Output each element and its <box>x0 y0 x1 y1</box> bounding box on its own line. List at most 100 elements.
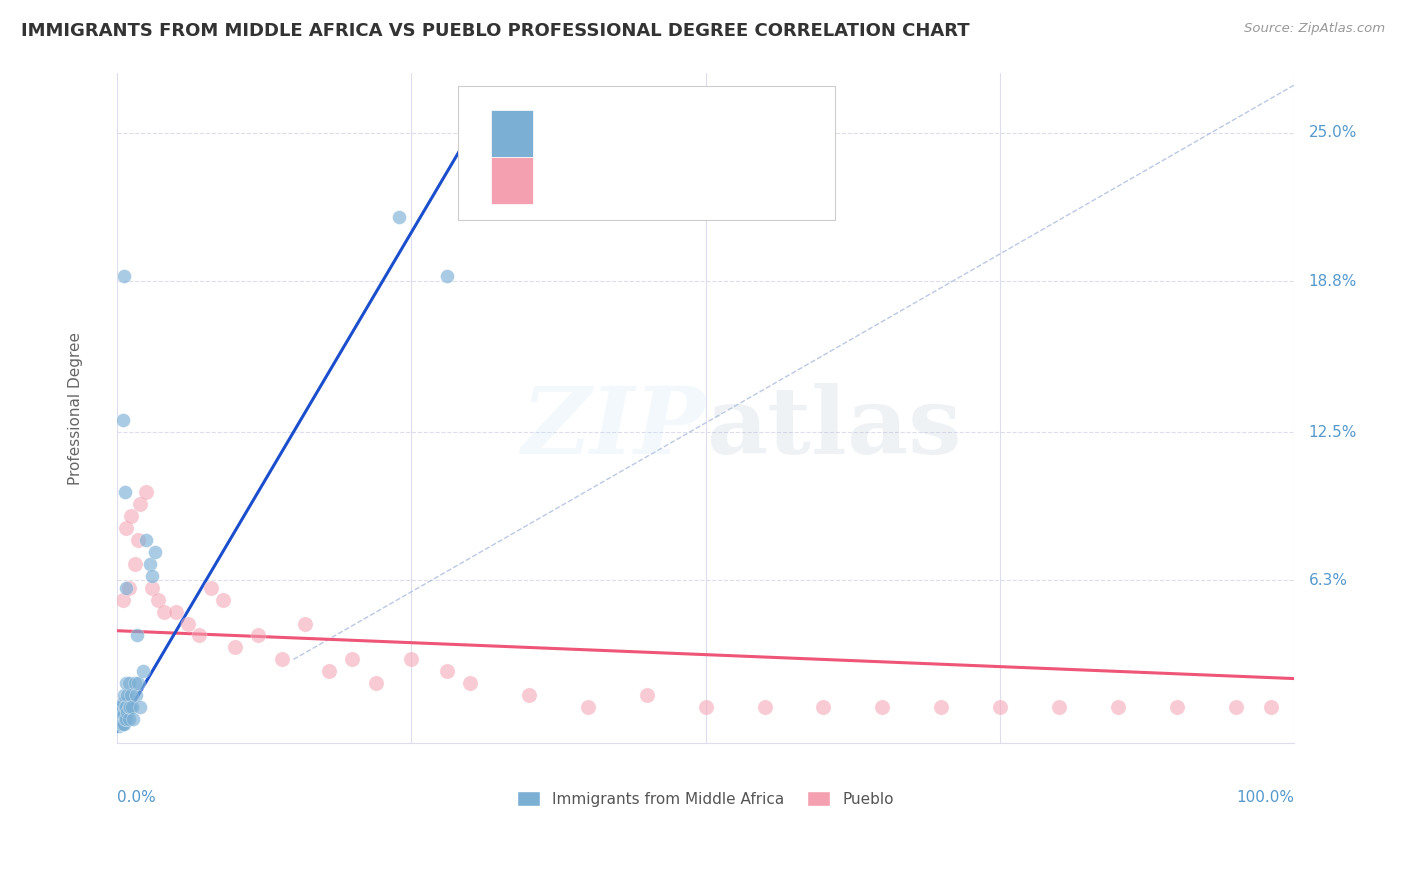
Point <box>110 717 132 731</box>
Point <box>122 712 145 726</box>
Point <box>114 712 136 726</box>
Point <box>111 717 134 731</box>
Point <box>212 592 235 607</box>
Point <box>118 700 141 714</box>
Point <box>117 705 139 719</box>
Point <box>125 689 148 703</box>
Point <box>436 665 458 679</box>
Point <box>129 700 152 714</box>
Point <box>112 269 135 284</box>
Text: IMMIGRANTS FROM MIDDLE AFRICA VS PUEBLO PROFESSIONAL DEGREE CORRELATION CHART: IMMIGRANTS FROM MIDDLE AFRICA VS PUEBLO … <box>21 22 970 40</box>
Point <box>112 707 135 722</box>
Point <box>115 676 138 690</box>
Point <box>188 628 211 642</box>
Point <box>129 497 152 511</box>
Point <box>388 210 411 224</box>
Point <box>111 707 134 722</box>
Point <box>132 665 155 679</box>
Point <box>1107 700 1129 714</box>
Point <box>139 557 162 571</box>
Point <box>110 717 132 731</box>
Point <box>112 689 135 703</box>
Point <box>988 700 1011 714</box>
Point <box>117 689 139 703</box>
Point <box>364 676 387 690</box>
Point <box>110 712 132 726</box>
Point <box>114 700 136 714</box>
Point <box>146 592 169 607</box>
Point <box>107 712 129 726</box>
Point <box>135 484 157 499</box>
Text: 0.0%: 0.0% <box>117 790 156 805</box>
Point <box>1260 700 1282 714</box>
FancyBboxPatch shape <box>491 110 533 157</box>
Point <box>111 413 134 427</box>
Point <box>165 605 187 619</box>
Point <box>118 676 141 690</box>
Text: R =  0.484   N = 46: R = 0.484 N = 46 <box>550 126 711 141</box>
Point <box>141 568 163 582</box>
Point <box>153 605 176 619</box>
Point <box>401 652 423 666</box>
Point <box>120 689 142 703</box>
Point <box>108 712 131 726</box>
Text: 12.5%: 12.5% <box>1309 425 1357 440</box>
Point <box>110 700 132 714</box>
Point <box>872 700 894 714</box>
Point <box>813 700 835 714</box>
Text: 25.0%: 25.0% <box>1309 125 1357 140</box>
Text: ZIP: ZIP <box>522 384 706 473</box>
Point <box>127 676 149 690</box>
Point <box>929 700 952 714</box>
Point <box>115 712 138 726</box>
Point <box>270 652 292 666</box>
Point <box>636 689 658 703</box>
Point <box>517 689 540 703</box>
Point <box>125 628 148 642</box>
Point <box>120 508 142 523</box>
Point <box>458 676 481 690</box>
Point <box>115 521 138 535</box>
Point <box>1166 700 1188 714</box>
FancyBboxPatch shape <box>458 87 835 220</box>
Point <box>436 269 458 284</box>
Point <box>110 707 132 722</box>
Point <box>112 717 135 731</box>
Legend: Immigrants from Middle Africa, Pueblo: Immigrants from Middle Africa, Pueblo <box>510 784 900 813</box>
Point <box>118 712 141 726</box>
Point <box>141 581 163 595</box>
Point <box>118 581 141 595</box>
Text: 100.0%: 100.0% <box>1236 790 1295 805</box>
Point <box>143 545 166 559</box>
Point <box>108 719 131 733</box>
Point <box>121 700 143 714</box>
Text: 18.8%: 18.8% <box>1309 274 1357 289</box>
Text: Professional Degree: Professional Degree <box>67 332 83 484</box>
Point <box>754 700 776 714</box>
Text: R = -0.164   N = 40: R = -0.164 N = 40 <box>550 173 713 187</box>
Point <box>115 700 138 714</box>
Point <box>318 665 340 679</box>
Point <box>118 700 141 714</box>
Text: atlas: atlas <box>706 384 962 473</box>
Point <box>127 533 149 547</box>
Point <box>110 700 132 714</box>
Point <box>107 717 129 731</box>
Point <box>124 676 146 690</box>
Point <box>1047 700 1070 714</box>
Point <box>114 484 136 499</box>
Point <box>695 700 717 714</box>
Point <box>124 557 146 571</box>
FancyBboxPatch shape <box>491 157 533 203</box>
Point <box>200 581 222 595</box>
Point <box>111 592 134 607</box>
Point <box>1225 700 1247 714</box>
Point <box>294 616 316 631</box>
Point <box>176 616 198 631</box>
Point <box>111 696 134 710</box>
Text: 6.3%: 6.3% <box>1309 573 1347 588</box>
Point <box>247 628 270 642</box>
Point <box>342 652 364 666</box>
Point <box>224 640 246 655</box>
Point <box>135 533 157 547</box>
